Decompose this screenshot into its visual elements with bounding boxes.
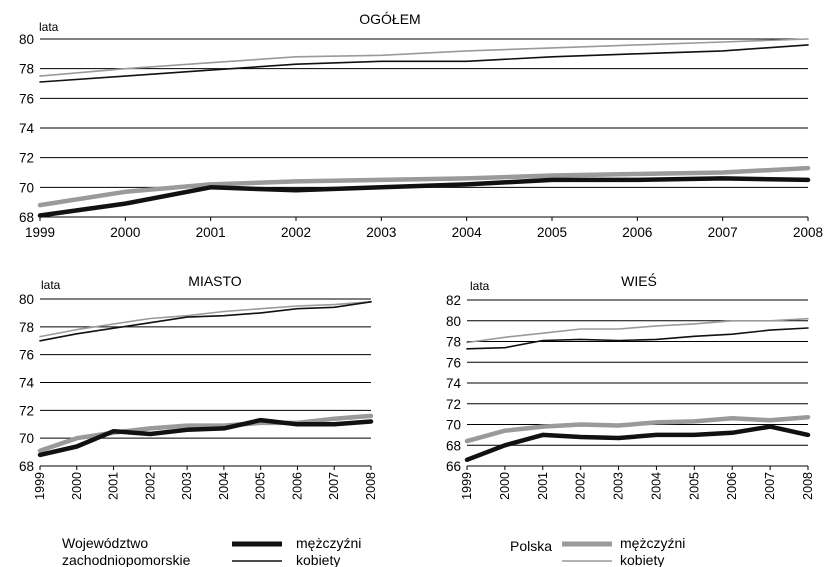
series-line-woj-women [466, 327, 809, 350]
y-tick-label: 76 [446, 355, 461, 370]
x-tick-label: 2003 [366, 225, 396, 240]
x-tick-label: 2005 [687, 472, 701, 500]
x-tick-label: 2001 [536, 472, 550, 500]
series-line-pl-men [37, 413, 374, 453]
x-tick-label: 2007 [708, 225, 738, 240]
y-tick-label: 70 [19, 431, 34, 446]
y-tick-label: 68 [19, 459, 34, 474]
x-tick-label: 2003 [612, 472, 626, 500]
y-tick-label: 78 [446, 335, 461, 350]
x-tick-label: 2008 [364, 472, 378, 500]
chart-title: WIEŚ [621, 272, 657, 289]
x-tick-label: 2008 [793, 225, 823, 240]
y-tick-label: 80 [446, 314, 461, 329]
y-tick-label: 72 [446, 397, 461, 412]
x-tick-label: 1999 [33, 472, 47, 500]
x-tick-label: 1999 [25, 225, 55, 240]
legend-woj-men-label: mężczyźni [296, 535, 361, 551]
legend-woj-label-2: zachodniopomorskie [62, 552, 191, 567]
x-tick-label: 2007 [327, 472, 341, 500]
series-line-woj-men [464, 424, 811, 463]
chart-wies: WIEŚ lata 66 68 70 72 74 76 78 80 82 1999 2000 2001 20… [446, 272, 815, 500]
y-tick-label: 82 [446, 293, 461, 308]
x-tick-label: 2000 [110, 225, 140, 240]
series-line-pl-men [37, 165, 811, 208]
y-axis-label: lata [41, 278, 61, 292]
chart-ogolem: OGÓŁEM lata 68 70 72 74 76 78 80 1999 2000 2001 2002… [19, 11, 823, 240]
y-tick-label: 80 [19, 292, 34, 307]
series-line-woj-women [39, 300, 372, 342]
x-tick-label: 2006 [622, 225, 652, 240]
y-tick-label: 72 [19, 151, 34, 166]
series-line-pl-women [466, 317, 809, 344]
y-tick-label: 74 [446, 376, 462, 391]
y-tick-label: 68 [446, 438, 461, 453]
y-tick-label: 70 [19, 180, 34, 195]
y-axis-label: lata [470, 279, 490, 293]
legend-woj-women-label: kobiety [296, 552, 340, 567]
x-tick-label: 2006 [290, 472, 304, 500]
y-tick-label: 68 [19, 210, 34, 225]
x-tick-label: 2005 [254, 472, 268, 500]
series-line-woj-men [37, 176, 811, 218]
x-tick-label: 2003 [180, 472, 194, 500]
y-tick-label: 76 [19, 348, 34, 363]
x-tick-label: 2004 [217, 472, 231, 500]
y-tick-label: 76 [19, 91, 34, 106]
legend-pl-men-label: mężczyźni [620, 535, 685, 551]
series-line-woj-men [37, 417, 374, 458]
series-line-pl-women [39, 300, 372, 338]
x-tick-label: 2006 [725, 472, 739, 500]
legend-pl-label: Polska [510, 538, 552, 554]
y-tick-label: 66 [446, 459, 461, 474]
series-line-woj-women [39, 44, 809, 83]
series-line-pl-women [39, 38, 809, 77]
x-tick-label: 2001 [196, 225, 226, 240]
series-line-pl-men [464, 414, 811, 444]
legend-woj-label-1: Województwo [62, 535, 148, 551]
chart-miasto: MIASTO lata 68 70 72 74 76 78 80 1999 2000 2001 2002… [19, 273, 378, 500]
y-tick-label: 80 [19, 32, 34, 47]
y-tick-label: 78 [19, 320, 34, 335]
y-axis-label: lata [39, 20, 59, 34]
x-tick-label: 2007 [763, 472, 777, 500]
x-tick-label: 2004 [649, 472, 663, 500]
chart-title: MIASTO [188, 273, 242, 289]
x-tick-label: 2000 [498, 472, 512, 500]
x-tick-label: 2001 [107, 472, 121, 500]
legend-pl-women-label: kobiety [620, 552, 664, 567]
y-tick-label: 72 [19, 403, 34, 418]
x-tick-label: 1999 [460, 472, 474, 500]
y-tick-label: 74 [19, 376, 35, 391]
x-tick-label: 2002 [143, 472, 157, 500]
chart-title: OGÓŁEM [359, 11, 420, 27]
legend: Województwo zachodniopomorskie mężczyźni… [62, 535, 685, 567]
x-tick-label: 2002 [281, 225, 311, 240]
y-tick-label: 74 [19, 121, 35, 136]
y-tick-label: 70 [446, 418, 461, 433]
x-tick-label: 2005 [537, 225, 567, 240]
x-tick-label: 2008 [801, 472, 815, 500]
x-tick-label: 2000 [70, 472, 84, 500]
x-tick-label: 2004 [452, 225, 483, 240]
y-tick-label: 78 [19, 62, 34, 77]
x-tick-label: 2002 [574, 472, 588, 500]
